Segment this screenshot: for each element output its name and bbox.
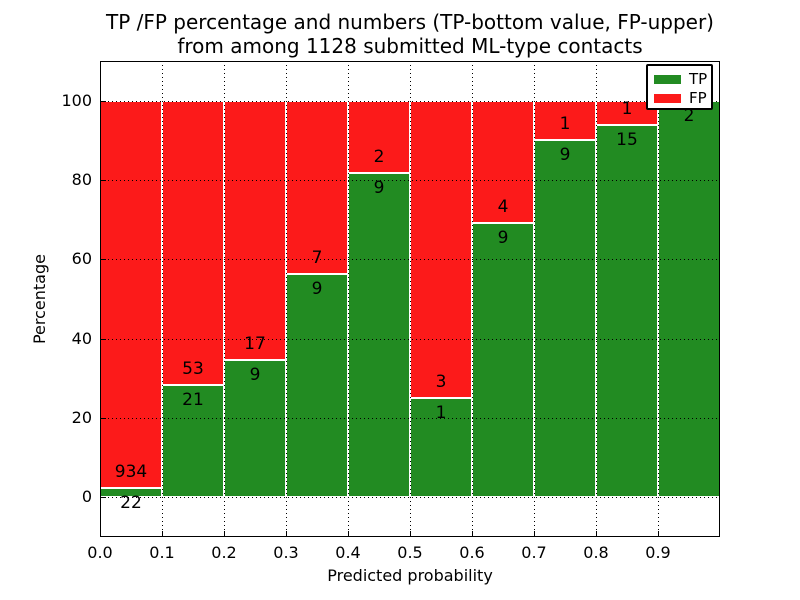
fp-bar-segment — [410, 100, 472, 399]
tp-count-label: 2 — [683, 105, 695, 126]
y-tick-label: 0 — [81, 487, 92, 507]
x-tick-label: 0.4 — [335, 543, 361, 562]
y-tick-mark — [100, 418, 106, 419]
x-tick-mark — [348, 531, 349, 537]
x-tick-mark — [286, 531, 287, 537]
fp-count-label: 1 — [621, 99, 633, 120]
gridline-vertical — [410, 61, 411, 537]
x-tick-mark — [596, 531, 597, 537]
tp-bar-segment — [348, 172, 410, 498]
y-tick-label: 100 — [61, 90, 92, 110]
y-tick-label: 40 — [71, 328, 92, 348]
tp-bar-segment — [286, 274, 348, 498]
fp-count-label: 53 — [182, 358, 204, 379]
tp-count-label: 9 — [497, 227, 509, 248]
tp-bar-segment — [534, 140, 596, 498]
legend-label-tp: TP — [689, 70, 708, 88]
tp-count-label: 9 — [249, 365, 261, 386]
gridline-vertical — [286, 61, 287, 537]
tp-count-label: 1 — [435, 403, 447, 424]
fp-bar-segment — [224, 100, 286, 360]
x-tick-mark — [472, 531, 473, 537]
tp-legend-swatch — [654, 75, 681, 84]
y-tick-label: 60 — [71, 249, 92, 269]
x-tick-mark — [534, 531, 535, 537]
x-tick-label: 0.5 — [397, 543, 423, 562]
fp-count-label: 17 — [244, 334, 266, 355]
y-tick-label: 80 — [71, 170, 92, 189]
gridline-vertical — [224, 61, 225, 537]
x-tick-mark — [658, 531, 659, 537]
y-axis-label: Percentage — [30, 254, 49, 345]
x-tick-label: 0.7 — [521, 543, 547, 562]
y-tick-mark — [100, 497, 106, 499]
fp-count-label: 2 — [373, 146, 385, 167]
gridline-vertical — [348, 61, 349, 537]
fp-count-label: 1 — [559, 114, 571, 135]
y-tick-mark — [100, 100, 106, 102]
legend-item-tp: TP — [654, 70, 711, 89]
x-tick-mark — [224, 531, 225, 537]
x-tick-mark — [410, 531, 411, 537]
legend-label-fp: FP — [689, 89, 707, 107]
tp-bar-segment — [658, 100, 720, 498]
legend-item-fp: FP — [654, 89, 711, 108]
tp-bar-segment — [224, 360, 286, 498]
chart-title-block: TP /FP percentage and numbers (TP-bottom… — [10, 10, 800, 58]
fp-count-label: 7 — [311, 248, 323, 269]
fp-count-label: 4 — [497, 196, 509, 217]
x-tick-label: 0.6 — [459, 543, 485, 562]
gridline-vertical — [596, 61, 597, 537]
tp-count-label: 9 — [559, 145, 571, 166]
fp-bar-segment — [162, 100, 224, 385]
x-tick-label: 0.3 — [273, 543, 299, 562]
x-axis-label: Predicted probability — [327, 566, 493, 585]
x-tick-label: 0.0 — [87, 543, 113, 562]
x-tick-mark — [162, 531, 163, 537]
x-tick-label: 0.1 — [149, 543, 175, 562]
tp-count-label: 9 — [373, 177, 385, 198]
gridline-vertical — [472, 61, 473, 537]
fp-bar-segment — [100, 100, 162, 489]
fp-bar-segment — [286, 100, 348, 275]
chart-subtitle: from among 1128 submitted ML-type contac… — [177, 34, 643, 58]
x-tick-label: 0.2 — [211, 543, 237, 562]
tp-count-label: 22 — [120, 493, 142, 514]
legend: TP FP — [646, 64, 713, 110]
x-tick-label: 0.8 — [583, 543, 609, 562]
x-tick-label: 0.9 — [645, 543, 671, 562]
tp-bar-segment — [472, 222, 534, 498]
y-tick-mark — [100, 259, 106, 261]
fp-count-label: 3 — [435, 372, 447, 393]
tp-bar-segment — [162, 384, 224, 498]
x-tick-mark — [100, 531, 101, 537]
fp-legend-swatch — [654, 94, 681, 103]
fp-count-label: 934 — [114, 462, 148, 483]
plot-area: 934 22 53 21 17 9 7 9 2 9 3 1 4 9 1 9 1 15 2 — [100, 61, 720, 537]
y-tick-label: 20 — [71, 408, 92, 427]
gridline-vertical — [534, 61, 535, 537]
tp-bar-segment — [596, 125, 658, 498]
y-tick-mark — [100, 180, 106, 181]
tp-count-label: 15 — [616, 130, 638, 151]
y-tick-mark — [100, 338, 106, 340]
gridline-vertical — [658, 61, 659, 537]
tp-count-label: 21 — [182, 389, 204, 410]
gridline-vertical — [162, 61, 163, 537]
chart-title: TP /FP percentage and numbers (TP-bottom… — [106, 10, 714, 34]
tp-count-label: 9 — [311, 279, 323, 300]
